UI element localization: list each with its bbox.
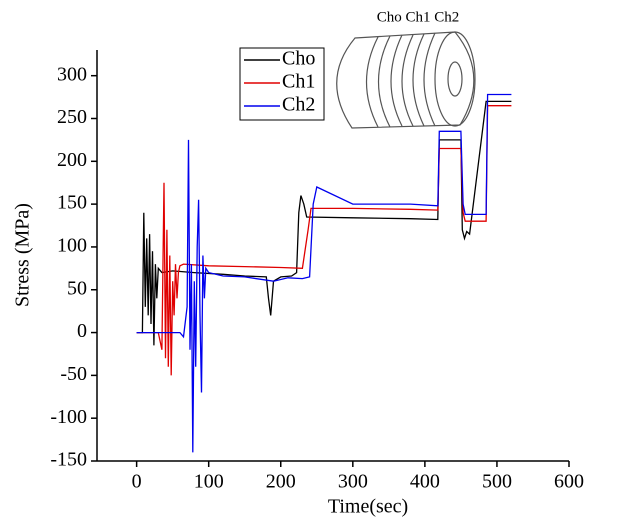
y-tick-label: -150 bbox=[50, 449, 87, 471]
x-tick-label: 100 bbox=[194, 471, 224, 493]
y-tick-label: -100 bbox=[50, 406, 87, 428]
x-tick-label: 0 bbox=[132, 471, 142, 493]
annotation: Cho Ch1 Ch2 bbox=[377, 9, 460, 25]
series-line bbox=[136, 93, 512, 453]
legend-label: Ch2 bbox=[282, 94, 315, 116]
y-tick-label: 150 bbox=[57, 192, 87, 214]
y-tick-label: 50 bbox=[67, 277, 87, 299]
cylinder-illustration bbox=[336, 31, 476, 129]
y-tick-label: -50 bbox=[60, 363, 87, 385]
y-tick-label: 0 bbox=[77, 320, 87, 342]
y-tick-label: 250 bbox=[57, 106, 87, 128]
x-tick-label: 600 bbox=[554, 471, 584, 493]
x-tick-label: 400 bbox=[410, 471, 440, 493]
series-line bbox=[136, 100, 512, 346]
legend-label: Ch1 bbox=[282, 71, 315, 93]
y-tick-label: 200 bbox=[57, 149, 87, 171]
y-tick-label: 100 bbox=[57, 235, 87, 257]
x-axis-label: Time(sec) bbox=[328, 496, 408, 518]
series-line bbox=[136, 105, 512, 376]
x-tick-label: 300 bbox=[338, 471, 368, 493]
x-tick-label: 500 bbox=[482, 471, 512, 493]
legend-label: Cho bbox=[282, 48, 315, 70]
y-axis-label: Stress (MPa) bbox=[12, 203, 34, 307]
x-tick-label: 200 bbox=[266, 471, 296, 493]
y-tick-label: 300 bbox=[57, 63, 87, 85]
